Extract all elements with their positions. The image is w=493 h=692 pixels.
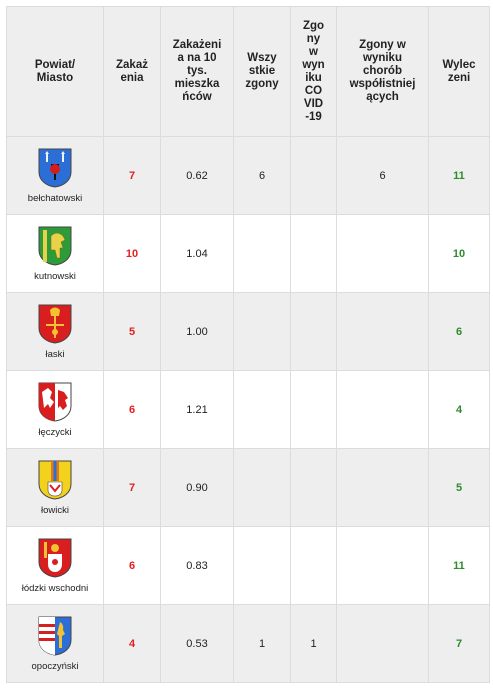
wszystkie-zgony-cell (233, 448, 291, 527)
header-wszystkie-zgony: Wszy stkie zgony (233, 6, 291, 137)
table-row: łaski 5 1.00 6 (6, 292, 490, 371)
header-powiat: Powiat/ Miasto (6, 6, 104, 137)
wszystkie-zgony-cell: 1 (233, 604, 291, 683)
zgony-wspol-cell (336, 214, 429, 293)
zgony-covid-cell (290, 214, 337, 293)
zgony-wspol-cell (336, 370, 429, 449)
powiat-cell: łódzki wschodni (6, 526, 104, 605)
zakazenia-cell: 6 (103, 526, 161, 605)
powiat-name: bełchatowski (27, 192, 83, 204)
powiat-name: kutnowski (34, 270, 76, 282)
na10-cell: 0.53 (160, 604, 234, 683)
zakazenia-cell: 10 (103, 214, 161, 293)
header-wyleczeni: Wylec zeni (428, 6, 490, 137)
powiat-cell: łaski (6, 292, 104, 371)
kutnowski-crest-icon (38, 226, 72, 266)
lowicki-crest-icon (38, 460, 72, 500)
na10-cell: 1.04 (160, 214, 234, 293)
zakazenia-cell: 6 (103, 370, 161, 449)
powiat-name: opoczyński (31, 660, 79, 672)
powiat-cell: łowicki (6, 448, 104, 527)
powiat-name: łódzki wschodni (21, 582, 89, 594)
na10-cell: 0.62 (160, 136, 234, 215)
zgony-wspol-cell (336, 604, 429, 683)
laski-crest-icon (38, 304, 72, 344)
zgony-wspol-cell (336, 526, 429, 605)
powiat-cell: kutnowski (6, 214, 104, 293)
zgony-covid-cell (290, 292, 337, 371)
wyleczeni-cell: 5 (428, 448, 490, 527)
covid-stats-table-wrapper: Powiat/ Miasto Zakaż enia Zakażeni a na … (6, 6, 490, 683)
powiat-name: łowicki (41, 504, 69, 516)
wszystkie-zgony-cell (233, 292, 291, 371)
opoczynski-crest-icon (38, 616, 72, 656)
zakazenia-cell: 4 (103, 604, 161, 683)
table-header-row: Powiat/ Miasto Zakaż enia Zakażeni a na … (6, 6, 490, 137)
table-row: łowicki 7 0.90 5 (6, 448, 490, 527)
zgony-covid-cell (290, 448, 337, 527)
zgony-covid-cell (290, 136, 337, 215)
zgony-covid-cell (290, 370, 337, 449)
na10-cell: 1.21 (160, 370, 234, 449)
header-zgony-covid: Zgo ny w wyn iku CO VID -19 (290, 6, 337, 137)
powiat-cell: bełchatowski (6, 136, 104, 215)
wszystkie-zgony-cell (233, 370, 291, 449)
wyleczeni-cell: 10 (428, 214, 490, 293)
wszystkie-zgony-cell (233, 214, 291, 293)
table-row: opoczyński 4 0.53 1 1 7 (6, 604, 490, 683)
zakazenia-cell: 7 (103, 136, 161, 215)
zakazenia-cell: 5 (103, 292, 161, 371)
zgony-wspol-cell (336, 448, 429, 527)
wszystkie-zgony-cell (233, 526, 291, 605)
powiat-name: łaski (45, 348, 65, 360)
wyleczeni-cell: 6 (428, 292, 490, 371)
wyleczeni-cell: 7 (428, 604, 490, 683)
zgony-wspol-cell (336, 292, 429, 371)
zgony-covid-cell (290, 526, 337, 605)
na10-cell: 0.90 (160, 448, 234, 527)
powiat-cell: łęczycki (6, 370, 104, 449)
header-zakazenia-10tys: Zakażeni a na 10 tys. mieszka ńców (160, 6, 234, 137)
belchatowski-crest-icon (38, 148, 72, 188)
na10-cell: 1.00 (160, 292, 234, 371)
zakazenia-cell: 7 (103, 448, 161, 527)
wyleczeni-cell: 11 (428, 526, 490, 605)
wszystkie-zgony-cell: 6 (233, 136, 291, 215)
header-zakazenia: Zakaż enia (103, 6, 161, 137)
covid-stats-table: Powiat/ Miasto Zakaż enia Zakażeni a na … (6, 6, 490, 683)
zgony-covid-cell: 1 (290, 604, 337, 683)
powiat-name: łęczycki (38, 426, 72, 438)
powiat-cell: opoczyński (6, 604, 104, 683)
table-row: bełchatowski 7 0.62 6 6 11 (6, 136, 490, 215)
lodzki-wschodni-crest-icon (38, 538, 72, 578)
leczycki-crest-icon (38, 382, 72, 422)
table-row: kutnowski 10 1.04 10 (6, 214, 490, 293)
wyleczeni-cell: 4 (428, 370, 490, 449)
na10-cell: 0.83 (160, 526, 234, 605)
wyleczeni-cell: 11 (428, 136, 490, 215)
table-row: łódzki wschodni 6 0.83 11 (6, 526, 490, 605)
header-zgony-wspolistniejace: Zgony w wyniku chorób współistniej ących (336, 6, 429, 137)
zgony-wspol-cell: 6 (336, 136, 429, 215)
table-row: łęczycki 6 1.21 4 (6, 370, 490, 449)
